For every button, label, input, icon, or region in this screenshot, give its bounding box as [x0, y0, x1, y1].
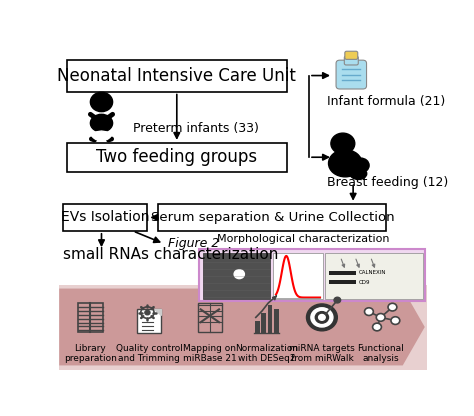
Circle shape — [145, 310, 150, 315]
Circle shape — [352, 158, 369, 173]
FancyBboxPatch shape — [202, 253, 271, 299]
Ellipse shape — [350, 168, 367, 179]
Circle shape — [307, 304, 337, 331]
Text: miRNA targets
from miRWalk: miRNA targets from miRWalk — [289, 344, 355, 363]
Text: CALNEXIN: CALNEXIN — [358, 270, 386, 275]
FancyBboxPatch shape — [267, 305, 272, 333]
Polygon shape — [155, 310, 161, 315]
FancyBboxPatch shape — [344, 56, 358, 65]
Circle shape — [311, 308, 333, 327]
FancyBboxPatch shape — [66, 143, 287, 172]
Text: Infant formula (21): Infant formula (21) — [328, 95, 446, 108]
Circle shape — [373, 323, 382, 331]
Text: Functional
analysis: Functional analysis — [357, 344, 404, 363]
Text: Serum separation & Urine Collection: Serum separation & Urine Collection — [151, 211, 394, 224]
Text: Neonatal Intensive Care Unit: Neonatal Intensive Care Unit — [57, 67, 296, 84]
FancyBboxPatch shape — [59, 285, 427, 370]
Text: Preterm infants (33): Preterm infants (33) — [133, 122, 259, 135]
Text: CD9: CD9 — [358, 280, 370, 285]
FancyBboxPatch shape — [137, 310, 161, 333]
Circle shape — [315, 312, 328, 323]
Circle shape — [388, 303, 397, 311]
FancyBboxPatch shape — [336, 60, 366, 89]
Circle shape — [91, 92, 113, 111]
Text: Two feeding groups: Two feeding groups — [96, 148, 257, 166]
Text: Quality control
and Trimming: Quality control and Trimming — [116, 344, 182, 363]
Text: Mapping on
miRBase 21: Mapping on miRBase 21 — [183, 344, 237, 363]
Text: Library
preparation: Library preparation — [64, 344, 117, 363]
Text: Normalization
with DESeq2: Normalization with DESeq2 — [235, 344, 298, 363]
Text: Breast feeding (12): Breast feeding (12) — [328, 176, 449, 189]
FancyBboxPatch shape — [66, 59, 287, 92]
FancyBboxPatch shape — [158, 204, 386, 231]
Circle shape — [331, 133, 355, 154]
FancyBboxPatch shape — [328, 271, 356, 275]
Circle shape — [334, 297, 341, 303]
FancyBboxPatch shape — [199, 248, 425, 301]
FancyBboxPatch shape — [273, 253, 323, 299]
Circle shape — [365, 308, 374, 315]
Circle shape — [376, 314, 385, 321]
Ellipse shape — [91, 114, 113, 132]
Polygon shape — [59, 289, 425, 365]
Text: small RNAs characterization: small RNAs characterization — [63, 248, 278, 262]
Circle shape — [319, 314, 325, 320]
FancyBboxPatch shape — [63, 204, 147, 231]
FancyBboxPatch shape — [325, 253, 422, 299]
Ellipse shape — [328, 150, 362, 177]
Wedge shape — [91, 131, 112, 141]
FancyBboxPatch shape — [274, 310, 279, 333]
Circle shape — [234, 270, 245, 279]
FancyBboxPatch shape — [261, 312, 266, 333]
FancyBboxPatch shape — [255, 321, 260, 333]
FancyBboxPatch shape — [328, 280, 356, 285]
Circle shape — [391, 317, 400, 324]
FancyBboxPatch shape — [345, 51, 358, 59]
Text: EVs Isolation: EVs Isolation — [61, 210, 149, 224]
Text: Figure 2: Figure 2 — [168, 237, 219, 250]
Text: Morphological characterization: Morphological characterization — [217, 234, 390, 244]
